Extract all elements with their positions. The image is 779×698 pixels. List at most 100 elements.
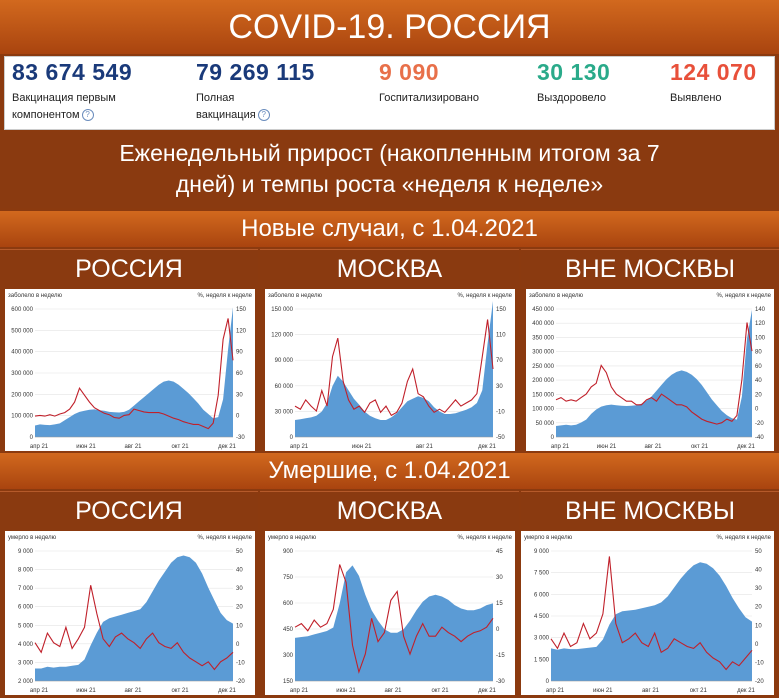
axis-label-left: умерло в неделю [268, 535, 317, 541]
tick-label-left: 200 000 [532, 378, 554, 384]
tick-label-right: 0 [236, 414, 240, 420]
growth-rate-line [34, 585, 234, 671]
tick-label-right: 110 [496, 333, 506, 339]
tick-label-x: авг 21 [644, 444, 662, 450]
tick-label-left: 1 500 [534, 657, 550, 663]
tick-label-x: апр 21 [546, 688, 565, 694]
tick-label-x: июн 21 [593, 688, 613, 694]
axis-label-right: %, неделя к неделе [197, 535, 252, 541]
panel-header-russia: РОССИЯ [0, 491, 258, 530]
tick-label-left: 200 000 [11, 392, 33, 398]
weekly-line: Еженедельный прирост (накопленным итогом… [119, 140, 660, 166]
tick-label-right: 30 [755, 586, 762, 592]
tick-label-left: 100 000 [532, 407, 554, 413]
tick-label-right: 70 [496, 358, 503, 364]
axis-label-right: %, неделя к неделе [457, 293, 512, 299]
tick-label-right: -15 [496, 653, 505, 659]
area-series [35, 555, 233, 681]
tick-label-x: дек 21 [478, 444, 496, 450]
axis-label-right: %, неделя к неделе [716, 535, 771, 541]
tick-label-x: дек 21 [218, 688, 236, 694]
tick-label-right: 0 [755, 407, 759, 413]
tick-label-left: 8 000 [18, 568, 34, 574]
tick-label-left: 50 000 [536, 421, 555, 427]
tick-label-x: апр 21 [551, 444, 570, 450]
tick-label-right: -20 [755, 421, 764, 427]
tick-label-left: 600 [283, 601, 294, 607]
tick-label-left: 9 000 [18, 549, 34, 555]
tick-label-x: дек 21 [218, 444, 236, 450]
tick-label-left: 0 [546, 679, 550, 685]
tick-label-right: -20 [755, 679, 764, 685]
tick-label-right: 60 [236, 371, 243, 377]
tick-label-right: 80 [755, 350, 762, 356]
panel-header-moscow: МОСКВА [260, 249, 519, 288]
tick-label-x: апр 21 [30, 688, 49, 694]
axis-label-left: умерло в неделю [8, 535, 57, 541]
tick-label-right: 0 [496, 627, 500, 633]
tick-label-right: -20 [236, 679, 245, 685]
tick-label-right: 40 [755, 568, 762, 574]
tick-label-left: 300 000 [532, 350, 554, 356]
tick-label-left: 400 000 [11, 350, 33, 356]
tick-label-left: 5 000 [18, 623, 34, 629]
stat-hospitalized: 9 090 Госпитализировано [379, 59, 479, 107]
tick-label-x: июн 21 [76, 688, 96, 694]
tick-label-right: -10 [755, 660, 764, 666]
tick-label-right: 30 [496, 575, 503, 581]
help-icon[interactable]: ? [257, 109, 270, 122]
section-deaths: Умершие, с 1.04.2021 [0, 453, 779, 489]
tick-label-left: 400 000 [532, 321, 554, 327]
chart-cases-russia: заболело в неделю%, неделя к неделе 600 0… [5, 289, 255, 451]
tick-label-right: 120 [755, 321, 766, 327]
tick-label-x: авг 21 [124, 444, 142, 450]
chart-cases-moscow: заболело в неделю %, неделя к неделе 150 0… [265, 289, 515, 451]
tick-label-x: апр 21 [290, 688, 309, 694]
stat-recovered: 30 130 Выздоровело [537, 59, 610, 107]
tick-label-right: 10 [755, 623, 762, 629]
tick-label-right: 150 [496, 307, 507, 313]
area-series [556, 309, 752, 437]
help-icon[interactable]: ? [81, 109, 94, 122]
page-title: COVID-19. РОССИЯ [0, 0, 779, 54]
tick-label-left: 3 000 [534, 636, 550, 642]
panel-header-russia: РОССИЯ [0, 249, 258, 288]
tick-label-right: 20 [236, 605, 243, 611]
tick-label-left: 300 [283, 653, 294, 659]
tick-label-left: 150 000 [532, 392, 554, 398]
tick-label-right: 30 [236, 586, 243, 592]
area-series [551, 562, 752, 681]
stat-label: Выздоровело [537, 92, 606, 104]
tick-label-right: 30 [236, 392, 243, 398]
growth-rate-line [550, 556, 753, 671]
tick-label-left: 0 [551, 435, 555, 441]
stat-label: Выявлено [670, 92, 722, 104]
stat-label: Госпитализировано [379, 92, 479, 104]
stat-value: 9 090 [379, 59, 440, 85]
axis-label-left: умерло в неделю [524, 535, 573, 541]
tick-label-right: 10 [236, 623, 243, 629]
axis-label-left: заболело в неделю [529, 293, 583, 299]
tick-label-right: 140 [755, 307, 766, 313]
tick-label-right: 100 [755, 335, 766, 341]
stat-value: 83 674 549 [12, 59, 133, 85]
tick-label-x: дек 21 [737, 688, 755, 694]
tick-label-left: 250 000 [532, 364, 554, 370]
tick-label-right: 45 [496, 549, 503, 555]
tick-label-x: авг 21 [124, 688, 142, 694]
stat-vaccination-first: 83 674 549 Вакцинация первым компонентом? [12, 59, 132, 124]
tick-label-left: 4 000 [18, 642, 34, 648]
tick-label-right: 120 [236, 328, 247, 334]
tick-label-left: 0 [30, 435, 34, 441]
section-cases: Новые случаи, с 1.04.2021 [0, 211, 779, 247]
tick-label-left: 3 000 [18, 660, 34, 666]
panel-header-outside: ВНЕ МОСКВЫ [521, 491, 779, 530]
growth-rate-line [294, 564, 494, 674]
stat-label: Полная [196, 92, 235, 104]
tick-label-left: 500 000 [11, 328, 33, 334]
tick-label-right: 60 [755, 364, 762, 370]
tick-label-right: 90 [236, 350, 243, 356]
tick-label-right: -10 [236, 660, 245, 666]
chart-deaths-moscow: умерло в неделю %, неделя к неделе 900 750 6… [265, 531, 515, 695]
axis-label-left: заболело в неделю [268, 293, 322, 299]
